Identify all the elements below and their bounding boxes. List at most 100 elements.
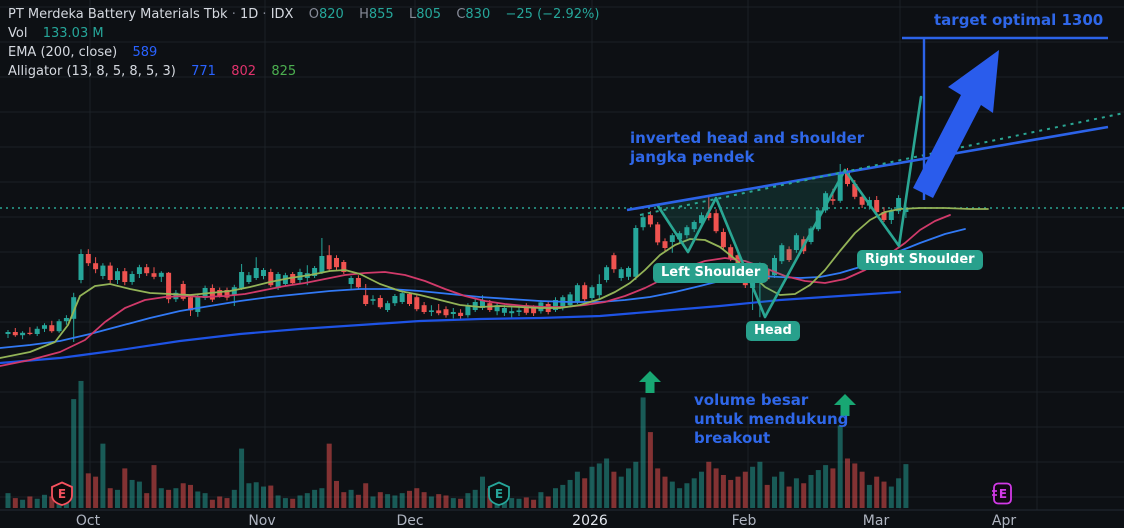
candle-body	[246, 275, 252, 282]
candle-body	[896, 198, 902, 212]
volume-bar	[750, 466, 756, 508]
volume-bar	[465, 493, 471, 508]
volume-bar	[779, 471, 785, 508]
candle-body	[808, 228, 814, 242]
candle-body	[78, 254, 84, 280]
volume-bar	[78, 380, 84, 508]
axis-month-label[interactable]: Oct	[75, 513, 101, 528]
volume-bar	[801, 483, 807, 508]
volume-up-arrow[interactable]	[834, 394, 856, 405]
volume-bar	[27, 496, 33, 508]
earnings-icon-teal[interactable]: E	[487, 481, 511, 506]
volume-bar	[655, 468, 661, 508]
volume-bar	[852, 463, 858, 508]
earnings-icon-red[interactable]: E	[50, 481, 74, 506]
volume-bar	[246, 483, 252, 508]
volume-bar	[757, 461, 763, 508]
axis-month-label[interactable]: Dec	[396, 513, 424, 528]
candle-body	[115, 271, 120, 280]
volume-bar	[706, 461, 712, 508]
low-value: 805	[416, 7, 442, 22]
earnings-upcoming-icon-purple[interactable]: E	[990, 481, 1014, 506]
volume-bar	[815, 470, 821, 508]
volume-bar	[677, 488, 683, 508]
volume-up-arrow[interactable]	[639, 371, 661, 382]
candle-body	[837, 172, 843, 201]
candle-body	[253, 268, 259, 278]
candle-body	[874, 200, 880, 212]
breakout-arrow[interactable]	[913, 50, 999, 198]
volume-bar	[370, 496, 376, 508]
volume-bar	[107, 488, 113, 508]
volume-bar	[144, 493, 150, 508]
candle-body	[100, 265, 106, 276]
candle-body	[888, 211, 894, 220]
candle-body	[355, 278, 361, 288]
candle-body	[450, 312, 456, 314]
candle-body	[334, 258, 339, 268]
neckline-trendline[interactable]	[626, 125, 1109, 212]
candle-body	[699, 215, 704, 224]
candle-body	[151, 273, 157, 277]
axis-month-label[interactable]: Feb	[731, 513, 757, 528]
candle-body	[136, 267, 142, 274]
volume-bar	[589, 466, 595, 508]
candle-body	[443, 309, 449, 316]
volume-bar	[874, 476, 880, 508]
volume-bar	[341, 492, 347, 508]
candle-body	[582, 285, 588, 300]
pattern-annotation[interactable]: inverted head and shoulder jangka pendek	[630, 129, 865, 166]
candle-body	[414, 297, 420, 310]
volume-bar	[837, 425, 843, 508]
volume-bar	[12, 498, 18, 508]
candle-body	[647, 215, 653, 225]
volume-up-arrow-stem[interactable]	[645, 382, 655, 393]
pattern-fill[interactable]	[658, 170, 845, 317]
timeframe[interactable]: 1D	[240, 7, 259, 22]
axis-month-label[interactable]: Apr	[991, 513, 1017, 528]
candle-body	[713, 213, 719, 232]
volume-bar	[304, 493, 310, 508]
volume-bar	[699, 471, 704, 508]
volume-up-arrow-stem[interactable]	[840, 405, 850, 416]
svg-text:E: E	[999, 487, 1007, 501]
legend-volume-row[interactable]: Vol 133.03 M	[8, 25, 599, 43]
candle-body	[209, 288, 215, 300]
volume-bar	[772, 476, 777, 508]
volume-bar	[516, 498, 522, 508]
candle-body	[494, 305, 500, 312]
legend-alligator-row[interactable]: Alligator (13, 8, 5, 8, 5, 3) 771 802 82…	[8, 63, 599, 81]
candle-body	[480, 300, 485, 308]
candle-body	[428, 310, 434, 312]
candle-body	[823, 193, 829, 211]
svg-text:E: E	[495, 487, 503, 501]
left-shoulder-label[interactable]: Left Shoulder	[653, 263, 769, 283]
right-shoulder-label[interactable]: Right Shoulder	[857, 250, 983, 270]
alligator-lips-value: 825	[271, 64, 297, 79]
axis-month-label[interactable]: Mar	[862, 513, 890, 528]
head-label[interactable]: Head	[746, 321, 800, 341]
candle-body	[786, 249, 792, 260]
legend-ema-row[interactable]: EMA (200, close) 589	[8, 44, 599, 62]
axis-month-label[interactable]: Nov	[248, 513, 276, 528]
volume-bar	[480, 476, 485, 508]
alligator-jaw-value: 771	[191, 64, 216, 79]
volume-bar	[326, 443, 332, 508]
volume-bar	[275, 495, 281, 508]
candle-body	[626, 268, 631, 277]
legend-symbol-row[interactable]: PT Merdeka Battery Materials Tbk · 1D · …	[8, 7, 600, 22]
axis-month-label[interactable]: 2026	[572, 513, 608, 528]
volume-annotation[interactable]: volume besar untuk mendukung breakout	[694, 391, 849, 447]
volume-bar	[859, 471, 865, 508]
volume-value: 133.03 M	[42, 26, 104, 41]
target-annotation[interactable]: target optimal 1300	[934, 11, 1104, 29]
volume-bar	[538, 492, 544, 508]
neckline-dotted-line[interactable]	[639, 112, 1124, 216]
volume-bar	[793, 478, 799, 508]
candle-body	[370, 299, 376, 301]
volume-bar	[348, 489, 354, 508]
volume-bar	[582, 478, 588, 508]
volume-bar	[239, 448, 245, 508]
volume-bar	[166, 489, 172, 508]
